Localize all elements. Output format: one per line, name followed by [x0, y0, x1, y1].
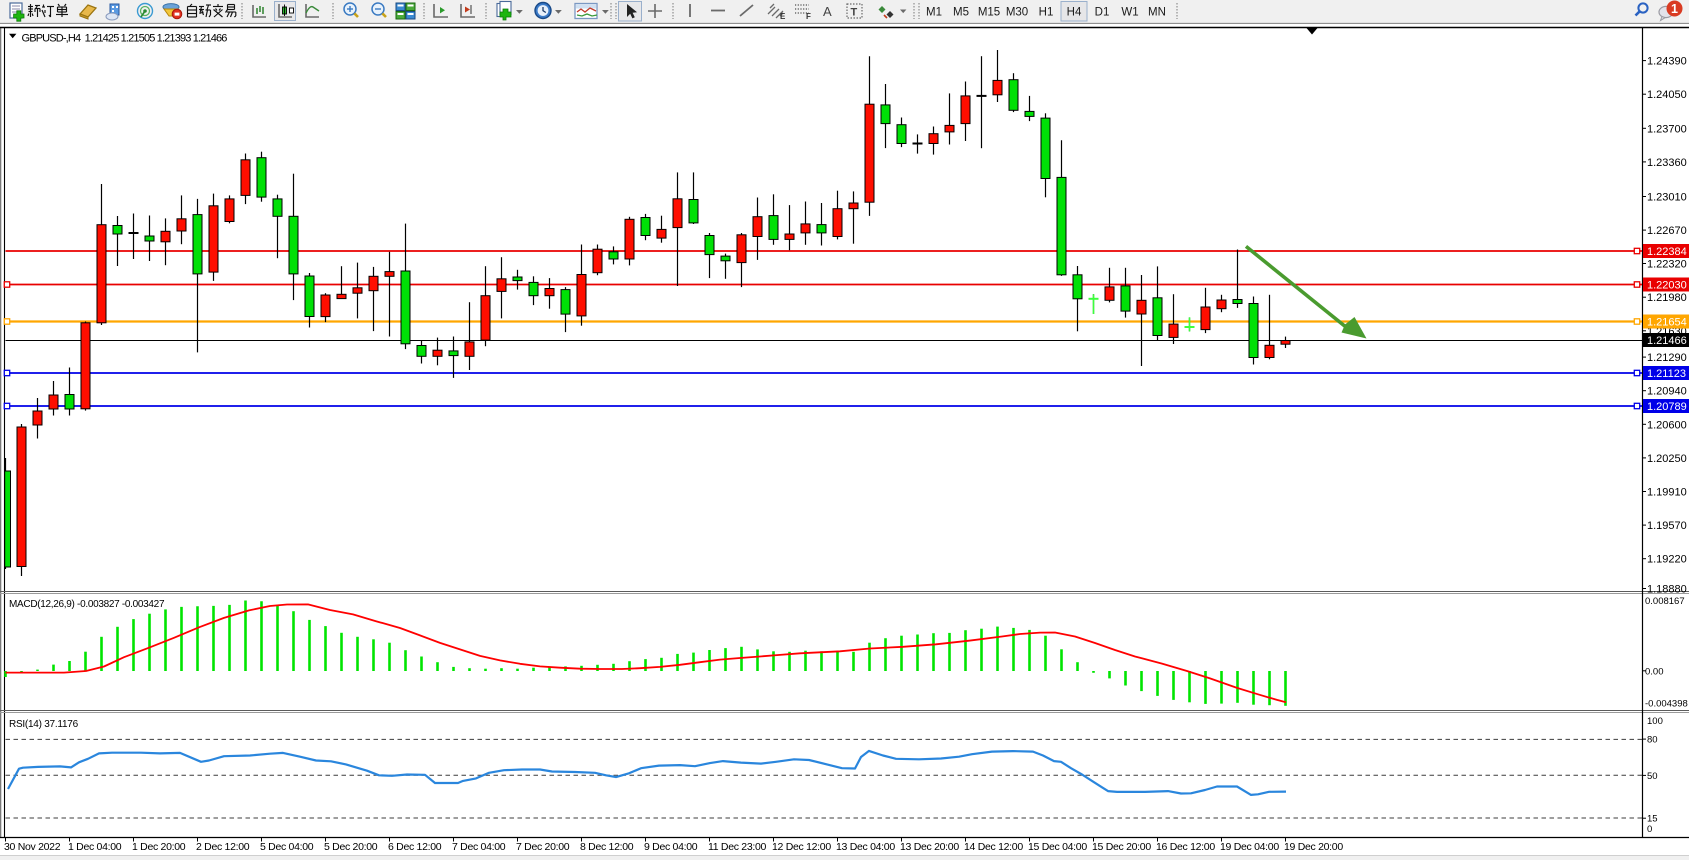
svg-text:12 Dec 12:00: 12 Dec 12:00 [772, 841, 831, 853]
svg-text:0.008167: 0.008167 [1645, 596, 1685, 607]
svg-text:MACD(12,26,9) -0.003827 -0.003: MACD(12,26,9) -0.003827 -0.003427 [9, 599, 165, 610]
svg-text:16 Dec 12:00: 16 Dec 12:00 [1156, 841, 1215, 853]
svg-text:5 Dec 20:00: 5 Dec 20:00 [324, 841, 378, 853]
svg-text:15 Dec 20:00: 15 Dec 20:00 [1092, 841, 1151, 853]
svg-text:0.00: 0.00 [1645, 666, 1664, 677]
svg-text:1.22320: 1.22320 [1647, 259, 1687, 271]
svg-text:M30: M30 [1006, 7, 1028, 19]
svg-text:9 Dec 04:00: 9 Dec 04:00 [644, 841, 698, 853]
svg-text:M5: M5 [953, 7, 969, 19]
svg-text:1.23360: 1.23360 [1647, 157, 1687, 169]
svg-text:A: A [823, 4, 832, 19]
svg-text:13 Dec 20:00: 13 Dec 20:00 [900, 841, 959, 853]
svg-text:2 Dec 12:00: 2 Dec 12:00 [196, 841, 250, 853]
svg-text:1 Dec 04:00: 1 Dec 04:00 [68, 841, 122, 853]
svg-text:1 Dec 20:00: 1 Dec 20:00 [132, 841, 186, 853]
svg-text:15 Dec 04:00: 15 Dec 04:00 [1028, 841, 1087, 853]
svg-text:MN: MN [1148, 7, 1166, 19]
svg-text:1.19910: 1.19910 [1647, 487, 1687, 499]
svg-text:D1: D1 [1095, 7, 1110, 19]
svg-text:7 Dec 04:00: 7 Dec 04:00 [452, 841, 506, 853]
svg-text:1.22384: 1.22384 [1647, 246, 1687, 258]
svg-text:13 Dec 04:00: 13 Dec 04:00 [836, 841, 895, 853]
svg-text:0: 0 [1647, 824, 1652, 835]
svg-text:50: 50 [1647, 771, 1658, 782]
svg-text:7 Dec 20:00: 7 Dec 20:00 [516, 841, 570, 853]
svg-text:1.19570: 1.19570 [1647, 520, 1687, 532]
svg-text:1.20600: 1.20600 [1647, 419, 1687, 431]
svg-text:F: F [806, 12, 811, 21]
svg-text:H4: H4 [1067, 7, 1082, 19]
svg-text:1.21654: 1.21654 [1647, 317, 1687, 329]
svg-text:100: 100 [1647, 716, 1663, 727]
svg-text:1.22670: 1.22670 [1647, 225, 1687, 237]
svg-text:19 Dec 04:00: 19 Dec 04:00 [1220, 841, 1279, 853]
svg-text:30 Nov 2022: 30 Nov 2022 [4, 841, 61, 853]
svg-text:1: 1 [1671, 2, 1678, 16]
svg-text:1.22030: 1.22030 [1647, 280, 1687, 292]
svg-text:1.23700: 1.23700 [1647, 123, 1687, 135]
svg-text:15: 15 [1647, 814, 1658, 825]
svg-text:5 Dec 04:00: 5 Dec 04:00 [260, 841, 314, 853]
svg-text:T: T [851, 7, 858, 19]
svg-text:RSI(14) 37.1176: RSI(14) 37.1176 [9, 719, 79, 730]
svg-text:1.19220: 1.19220 [1647, 554, 1687, 566]
svg-text:1.21466: 1.21466 [1647, 335, 1687, 347]
svg-text:11 Dec 23:00: 11 Dec 23:00 [708, 841, 767, 853]
svg-text:80: 80 [1647, 735, 1658, 746]
svg-text:1.21290: 1.21290 [1647, 352, 1687, 364]
svg-text:1.20789: 1.20789 [1647, 401, 1687, 413]
svg-text:1.20940: 1.20940 [1647, 386, 1687, 398]
svg-text:1.23010: 1.23010 [1647, 192, 1687, 204]
svg-text:1.24050: 1.24050 [1647, 89, 1687, 101]
svg-text:8 Dec 12:00: 8 Dec 12:00 [580, 841, 634, 853]
svg-text:1.18880: 1.18880 [1647, 584, 1687, 596]
svg-text:6 Dec 12:00: 6 Dec 12:00 [388, 841, 442, 853]
svg-text:1.21123: 1.21123 [1647, 368, 1686, 380]
svg-text:1.21980: 1.21980 [1647, 292, 1687, 304]
svg-text:1.20250: 1.20250 [1647, 453, 1687, 465]
svg-text:M15: M15 [978, 7, 1000, 19]
svg-text:GBPUSD-,H4 1.21425 1.21505 1.: GBPUSD-,H4 1.21425 1.21505 1.21393 1.214… [22, 33, 228, 45]
svg-text:E: E [780, 12, 786, 21]
svg-text:14 Dec 12:00: 14 Dec 12:00 [964, 841, 1023, 853]
svg-text:-0.004398: -0.004398 [1645, 698, 1688, 709]
svg-text:M1: M1 [926, 7, 942, 19]
svg-text:1.24390: 1.24390 [1647, 56, 1687, 68]
svg-text:H1: H1 [1039, 7, 1054, 19]
svg-text:W1: W1 [1121, 7, 1138, 19]
svg-text:19 Dec 20:00: 19 Dec 20:00 [1284, 841, 1343, 853]
